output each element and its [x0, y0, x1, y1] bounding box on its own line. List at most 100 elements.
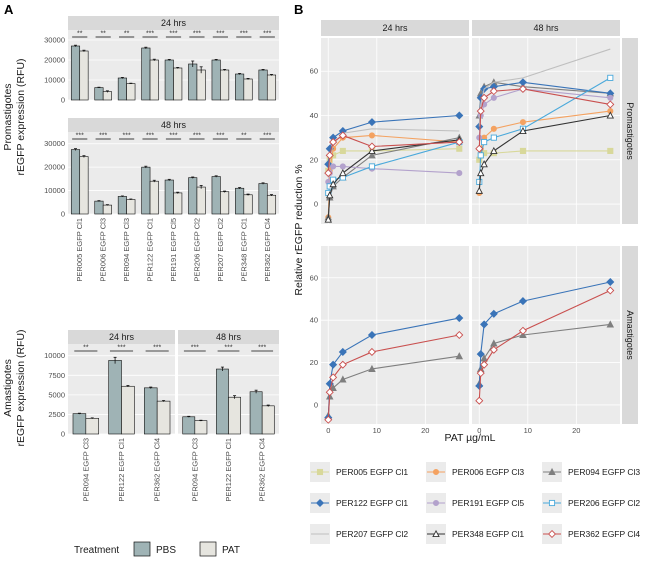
bar-pat-per206-egfp-cl2	[196, 69, 206, 101]
x-tick-label: 10	[524, 426, 532, 435]
data-point-per191-egfp-cl5	[607, 94, 614, 101]
data-point-per362-egfp-cl4	[329, 373, 338, 382]
y-tick-label: 20	[310, 155, 318, 164]
data-point-per348-egfp-cl1	[325, 191, 334, 199]
data-point-per362-egfp-cl4	[475, 396, 484, 405]
bar-pat-per094-egfp-cl3	[126, 83, 136, 101]
data-point-per348-egfp-cl1	[480, 160, 488, 168]
facet-strip-label: 24 hrs	[382, 23, 408, 33]
series-line-per362-egfp-cl4	[478, 88, 611, 149]
significance-label: ***	[117, 345, 125, 352]
y-tick-label: 10000	[44, 351, 65, 360]
data-point-per362-egfp-cl4	[476, 107, 485, 116]
bar-pbs-per006-egfp-cl3	[94, 200, 104, 215]
significance-label: **	[83, 345, 89, 352]
y-tick-label: 20	[310, 358, 318, 367]
data-point-per348-egfp-cl1	[368, 146, 376, 154]
bar-pbs-per207-egfp-cl2	[211, 176, 221, 215]
bar-pbs-per094-egfp-cl3	[117, 77, 127, 101]
y-tick-label: 60	[310, 273, 318, 282]
facet-strip-label: 24 hrs	[161, 18, 187, 28]
legend-key-marker-per191-egfp-cl5	[432, 499, 440, 507]
legend-key-marker-per094-egfp-cl3	[548, 467, 556, 476]
data-point-per362-egfp-cl4	[324, 415, 333, 424]
x-tick-label: 0	[326, 426, 330, 435]
facet-strip	[68, 330, 175, 344]
significance-label: ***	[258, 345, 266, 352]
legend-label-per206-egfp-cl2: PER206 EGFP Cl2	[568, 498, 640, 508]
legend-key-marker-per005-egfp-cl1	[316, 468, 324, 476]
significance-label: ***	[240, 31, 248, 38]
data-point-per191-egfp-cl5	[330, 163, 337, 170]
bar-pbs-per122-egfp-cl1	[216, 368, 229, 435]
x-tick-label: PER362 EGFP Cl4	[263, 218, 272, 282]
line-panel-amastigotes-24-hrs: 0 20 40 60 0 10 20	[310, 246, 469, 435]
legend-label-per094-egfp-cl3: PER094 EGFP Cl3	[568, 467, 640, 477]
data-point-per362-egfp-cl4	[338, 360, 347, 369]
y-axis-title-line2: rEGFP expression (RFU)	[15, 58, 27, 175]
bar-pat-per362-egfp-cl4	[266, 194, 277, 215]
facet-strip	[178, 330, 279, 344]
data-point-per206-egfp-cl2	[481, 139, 488, 146]
data-point-per362-egfp-cl4	[325, 151, 334, 160]
legend-background	[300, 458, 645, 556]
bar-pbs-per005-egfp-cl1	[70, 45, 81, 101]
legend-label-per005-egfp-cl1: PER005 EGFP Cl1	[336, 467, 408, 477]
data-point-per348-egfp-cl1	[475, 186, 484, 194]
legend-key-marker-per348-egfp-cl1	[432, 529, 440, 538]
y-axis-title-line2: rEGFP expression (RFU)	[15, 329, 27, 446]
bar-pat-per362-egfp-cl4	[266, 74, 277, 101]
bar-pbs-per094-egfp-cl3	[72, 413, 87, 435]
facet-strip	[321, 20, 469, 36]
y-tick-label: 0	[61, 430, 65, 439]
y-tick-label: 5000	[48, 390, 65, 399]
legend-label-per191-egfp-cl5: PER191 EGFP Cl5	[452, 498, 524, 508]
data-point-per094-egfp-cl3	[329, 383, 337, 392]
x-tick-label: PER006 EGFP Cl3	[99, 218, 108, 282]
bar-pat-per122-egfp-cl1	[149, 59, 159, 101]
data-point-per362-egfp-cl4	[338, 131, 347, 140]
bar-pbs-per362-egfp-cl4	[144, 387, 158, 435]
x-tick-label: PER122 EGFP Cl1	[117, 438, 126, 502]
facet-strip-label: Promastigotes	[625, 102, 635, 160]
y-axis-title-line1: Amastigotes	[2, 359, 14, 417]
significance-label: ***	[193, 31, 201, 38]
bar-pat-per005-egfp-cl1	[79, 156, 89, 215]
facet-strip-label: 48 hrs	[533, 23, 559, 33]
y-tick-label: 2500	[48, 410, 65, 419]
line-panel-amastigotes-48-hrs: 0 10 20	[472, 246, 620, 435]
significance-label: ***	[123, 133, 131, 140]
data-point-per362-egfp-cl4	[455, 330, 464, 340]
data-point-per094-egfp-cl3	[606, 320, 615, 328]
facet-strip	[622, 38, 638, 224]
y-tick-label: 30000	[44, 139, 65, 148]
bar-pbs-per362-egfp-cl4	[258, 183, 268, 215]
significance-label: ***	[224, 345, 232, 352]
bar-pat-per362-egfp-cl4	[261, 405, 275, 435]
data-point-per362-egfp-cl4	[476, 369, 485, 378]
data-point-per191-egfp-cl5	[456, 170, 463, 177]
x-tick-label: PER094 EGFP Cl3	[190, 438, 199, 502]
significance-label: ***	[191, 345, 199, 352]
facet-strip	[622, 246, 638, 424]
significance-label: ***	[193, 133, 201, 140]
legend-key-pat	[199, 541, 217, 557]
panel-letter-b: B	[294, 2, 303, 17]
data-point-per122-egfp-cl1	[329, 360, 338, 369]
facet-strip-label: 24 hrs	[109, 332, 135, 342]
bar-pat-per006-egfp-cl3	[102, 204, 112, 215]
bar-pbs-per362-egfp-cl4	[258, 69, 268, 101]
y-tick-label: 30000	[44, 36, 65, 45]
data-point-per005-egfp-cl1	[456, 145, 463, 152]
significance-label: ***	[263, 133, 271, 140]
data-point-per348-egfp-cl1	[476, 169, 485, 177]
panel-letter-a: A	[4, 2, 14, 17]
reduction-line-chart: 24 hrs 48 hrs Promastigotes Amastigotes 0 20 4…	[293, 20, 638, 444]
data-point-per362-egfp-cl4	[606, 286, 615, 295]
data-point-per122-egfp-cl1	[338, 347, 347, 356]
data-point-per122-egfp-cl1	[480, 320, 489, 329]
legend-key-pbs	[133, 541, 151, 557]
bar-pbs-per122-egfp-cl1	[141, 47, 151, 101]
y-tick-label: 60	[310, 67, 318, 76]
